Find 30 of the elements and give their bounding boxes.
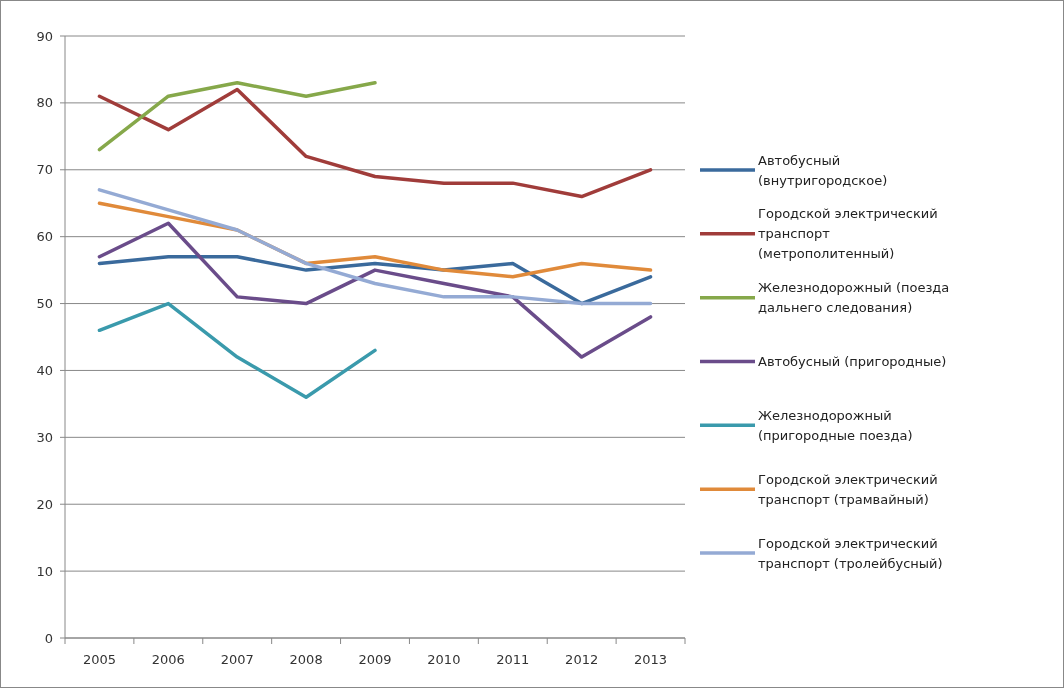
- line-series: [97, 87, 653, 199]
- legend-label: Городской электрический транспорт (тролейбусный): [758, 535, 943, 571]
- x-tick-label: 2008: [289, 652, 323, 667]
- y-tick-label: 30: [36, 429, 53, 445]
- x-tick-label: 2007: [220, 652, 254, 667]
- y-tick-label: 60: [36, 229, 53, 245]
- y-tick-label: 70: [36, 162, 53, 178]
- legend-label: Железнодорожный (пригородные поезда): [758, 407, 913, 443]
- x-tick-label: 2009: [358, 652, 392, 667]
- y-tick-label: 80: [36, 95, 53, 111]
- legend-label: Автобусный (внутригородское): [758, 152, 888, 188]
- line-series: [97, 301, 377, 399]
- x-tick-label: 2012: [565, 652, 599, 667]
- x-tick-label: 2011: [496, 652, 530, 667]
- x-tick-label: 2013: [634, 652, 668, 667]
- y-tick-label: 20: [36, 496, 53, 512]
- y-tick-label: 10: [36, 563, 53, 579]
- x-tick-label: 2006: [151, 652, 185, 667]
- legend-label: Городской электрический транспорт (метрополитенный): [758, 206, 938, 262]
- x-tick-label: 2010: [427, 652, 461, 667]
- y-tick-label: 50: [36, 296, 53, 312]
- y-tick-label: 0: [44, 630, 53, 646]
- legend-label: Автобусный (пригородные): [758, 354, 947, 370]
- line-series: [97, 188, 653, 306]
- y-tick-label: 40: [36, 362, 53, 378]
- line-series: [97, 221, 653, 359]
- y-tick-label: 90: [36, 28, 53, 44]
- legend-label: Железнодорожный (поезда дальнего следования): [758, 280, 950, 316]
- x-tick-label: 2005: [82, 652, 116, 667]
- legend-label: Городской электрический транспорт (трамвайный): [758, 471, 938, 507]
